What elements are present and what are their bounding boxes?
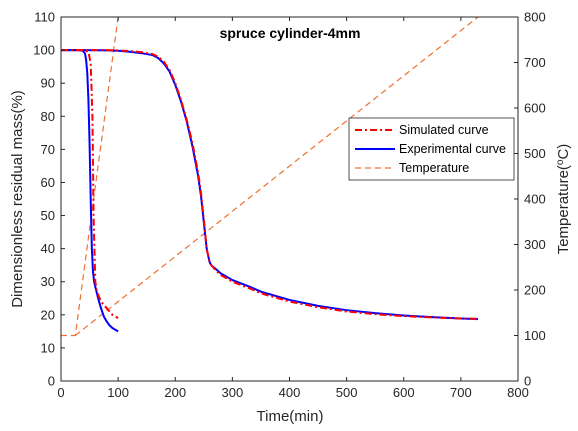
y2-tick-label: 400 [524,192,546,207]
legend-label-temperature: Temperature [399,161,469,175]
y-tick-label: 80 [41,109,55,124]
x-tick-label: 700 [450,385,472,400]
x-tick-label: 500 [336,385,358,400]
series-line-simulated-curve-2 [61,49,479,320]
legend-label-simulated: Simulated curve [399,123,489,137]
y-tick-label: 110 [34,10,55,25]
y2-tick-label: 100 [524,328,546,343]
series-layer [61,17,479,337]
y2-axis-label: Temperature(oC) [555,144,572,255]
x-tick-label: 200 [164,385,186,400]
y2-tick-label: 200 [524,283,546,298]
x-tick-label: 300 [222,385,244,400]
x-tick-label: 800 [507,385,529,400]
y-tick-label: 100 [33,43,55,58]
x-tick-label: 600 [393,385,415,400]
legend-label-experimental: Experimental curve [399,142,506,156]
chart-title: spruce cylinder-4mm [220,25,361,41]
y-axis-label: Dimensionless residual mass(%) [9,90,26,308]
y-tick-label: 20 [41,307,55,322]
y-tick-label: 50 [41,208,55,223]
y-tick-label: 60 [41,175,55,190]
x-tick-label: 400 [279,385,301,400]
y2-tick-label: 700 [524,55,546,70]
y-tick-label: 40 [41,241,55,256]
y-tick-label: 70 [41,142,55,157]
y2-tick-label: 800 [524,10,546,25]
x-tick-label: 100 [107,385,129,400]
plot-area [61,17,518,381]
y2-tick-label: 0 [524,374,531,389]
y2-tick-label: 300 [524,237,546,252]
y-tick-label: 90 [41,76,55,91]
y-tick-label: 30 [41,274,55,289]
y2-tick-label: 600 [524,101,546,116]
x-axis-label: Time(min) [257,408,324,425]
y-tick-label: 10 [41,340,55,355]
series-line-experimental-curve-1 [61,49,119,333]
x-tick-label: 0 [57,385,64,400]
legend: Simulated curve Experimental curve Tempe… [348,117,515,181]
ticks-layer: 0 100 200 300 400 500 600 700 800010203040506070… [33,10,545,401]
y2-tick-label: 500 [524,146,546,161]
y-tick-label: 0 [48,374,55,389]
series-line-simulated-curve-1 [61,49,119,319]
series-line-temperature-2 [74,17,479,336]
